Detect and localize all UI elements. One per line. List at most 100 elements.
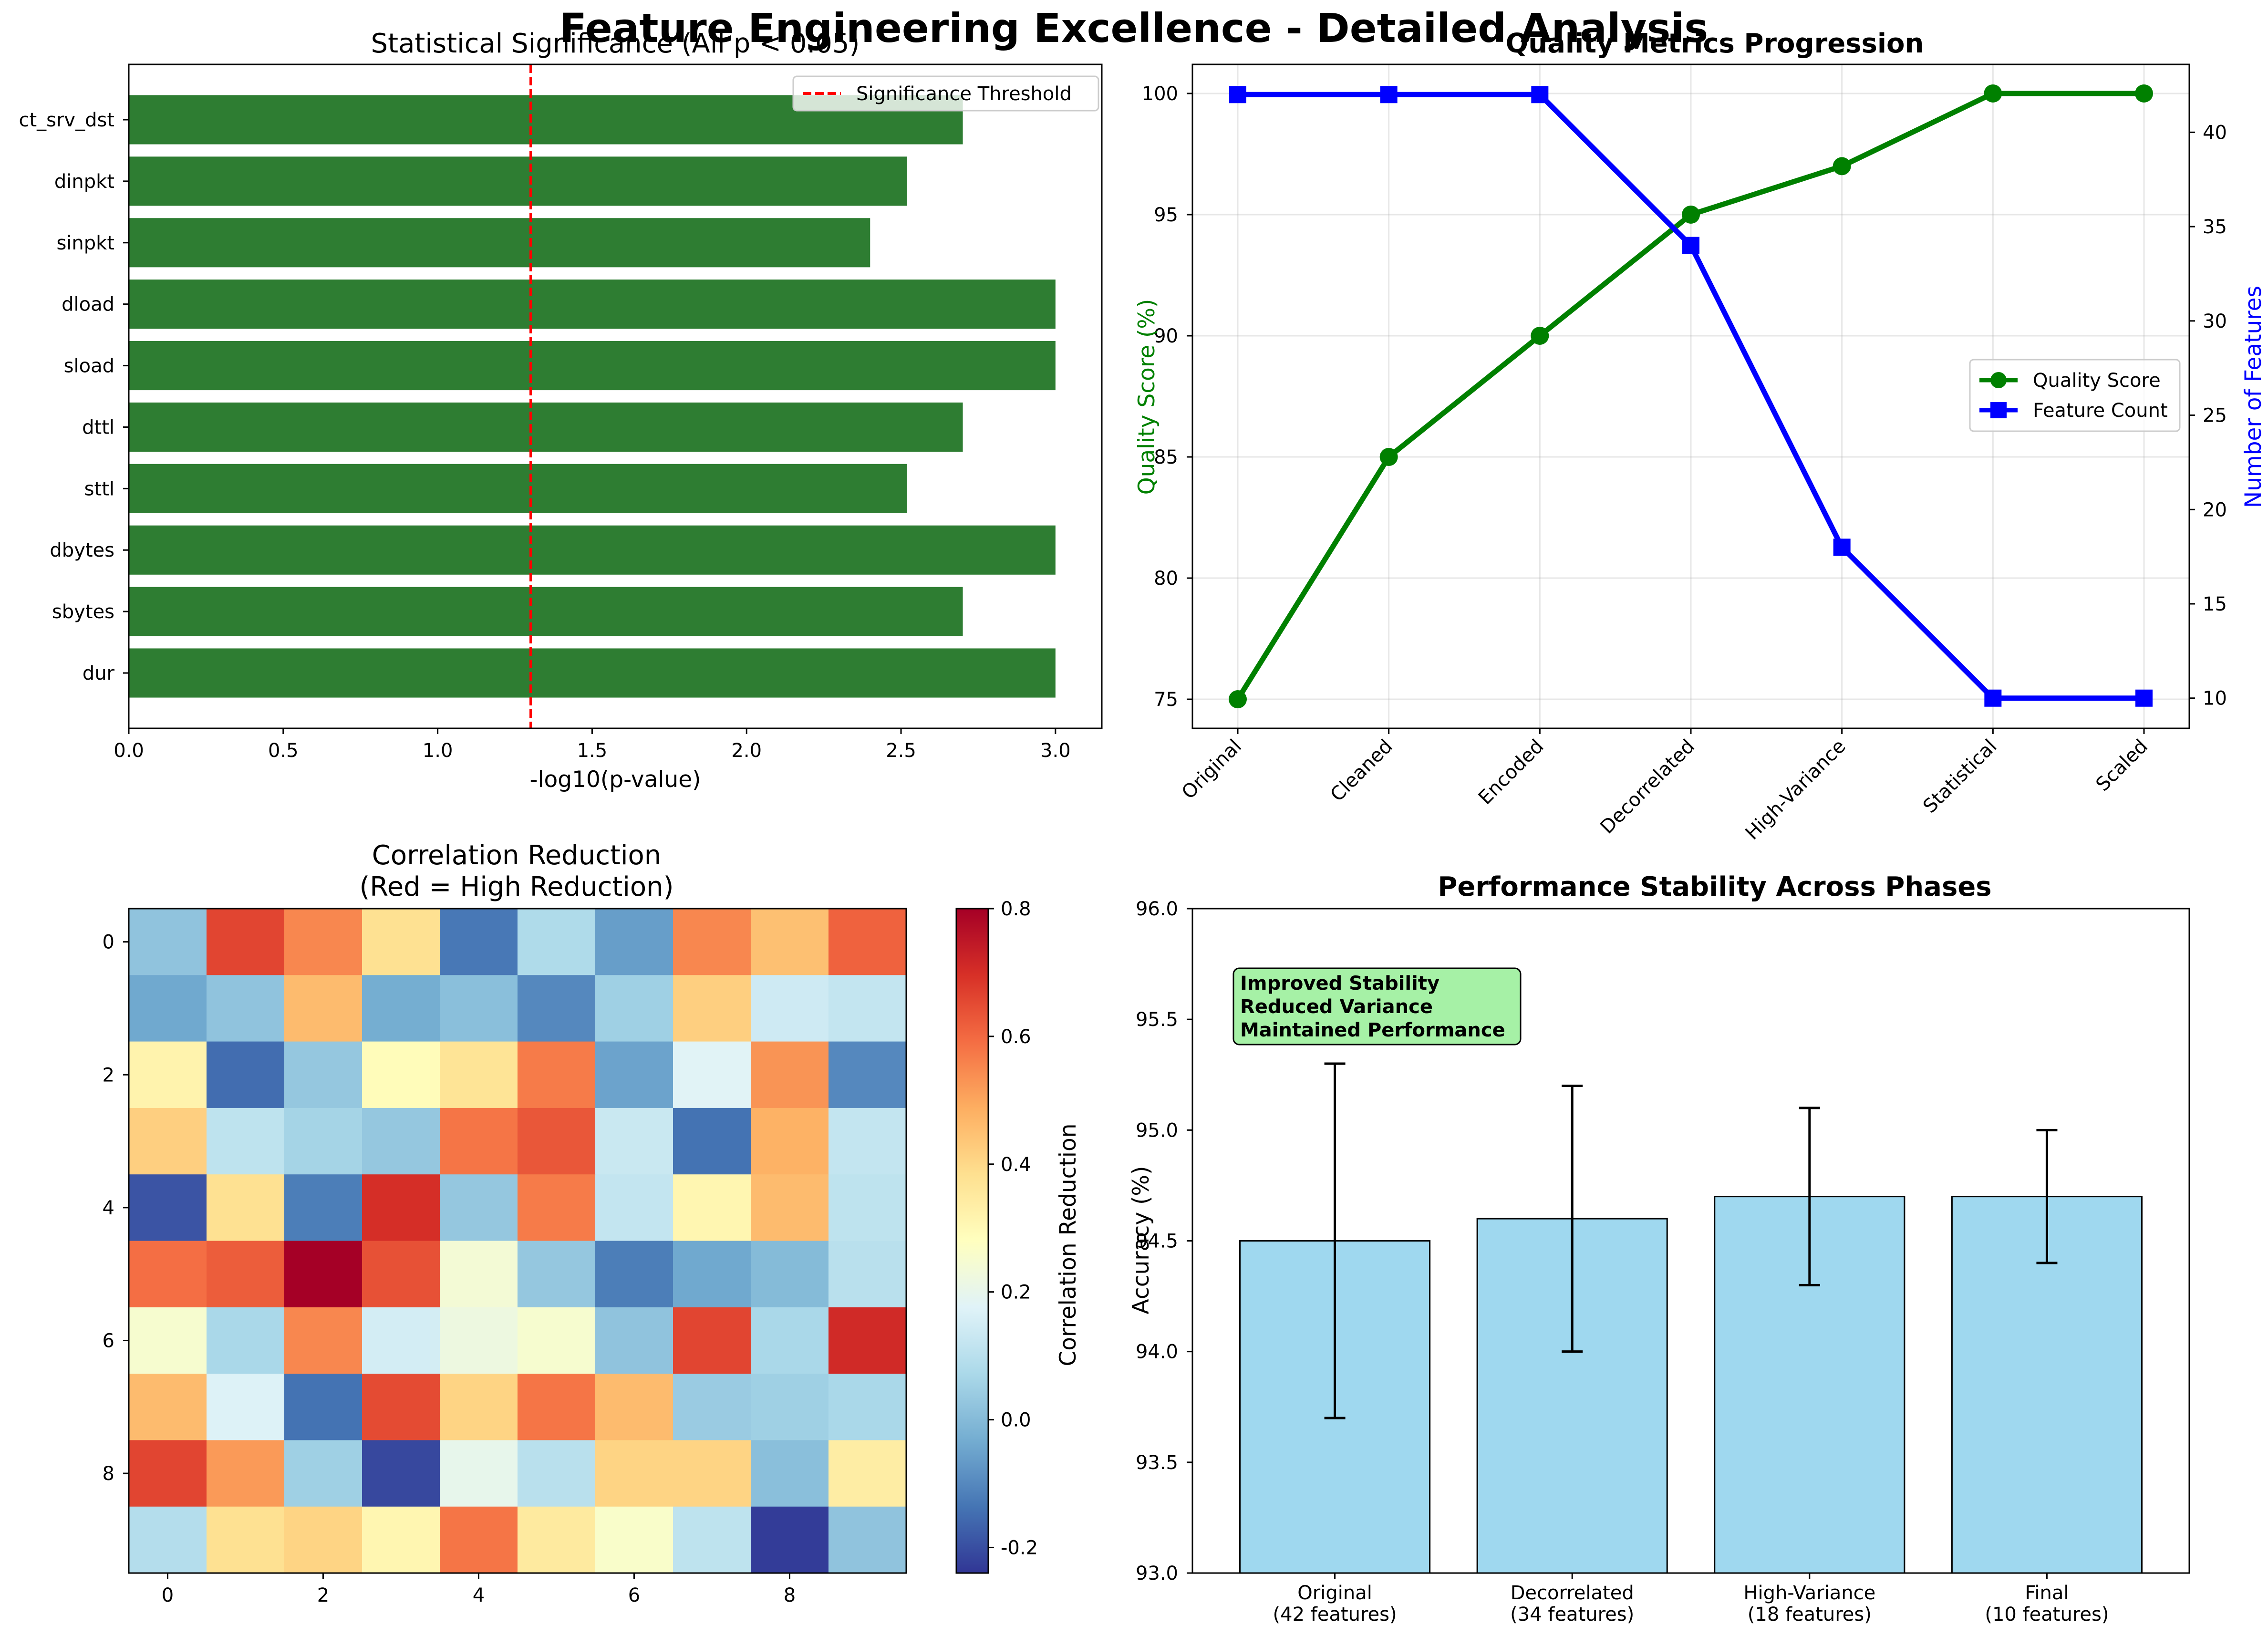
feature-count-point <box>1833 538 1851 556</box>
significance-x-axis-label: -log10(p-value) <box>530 766 701 793</box>
heatmap-x-tick-label: 4 <box>473 1584 485 1606</box>
heatmap-cell <box>595 1506 673 1574</box>
colorbar-label: Correlation Reduction <box>1055 1123 1081 1366</box>
significance-title: Statistical Significance (All p < 0.05) <box>371 28 860 59</box>
quality-right-y-tick-label: 25 <box>2203 405 2227 427</box>
heatmap-cell <box>284 1506 362 1574</box>
heatmap-cell <box>284 1041 362 1108</box>
heatmap-cell <box>518 1440 596 1507</box>
heatmap-cell <box>595 975 673 1042</box>
heatmap-cell <box>518 975 596 1042</box>
heatmap-cell <box>595 1241 673 1308</box>
legend-frame <box>792 75 1099 112</box>
colorbar-tick-label: 0.6 <box>1001 1026 1031 1048</box>
significance-bar <box>129 280 1056 329</box>
heatmap-x-tick-label: 8 <box>784 1584 796 1606</box>
heatmap-cell <box>828 1506 907 1574</box>
heatmap-cell <box>362 1374 440 1440</box>
heatmap-cell <box>362 975 440 1042</box>
stability-y-tick-label: 94.0 <box>1136 1341 1178 1363</box>
quality-right-y-axis-label: Number of Features <box>2240 286 2267 508</box>
heatmap-cell <box>595 1440 673 1507</box>
significance-y-tick-label: dload <box>62 294 114 316</box>
heatmap-cell <box>129 1374 207 1440</box>
heatmap-cell <box>828 1108 907 1175</box>
heatmap-cell <box>129 1108 207 1175</box>
heatmap-cell <box>595 1307 673 1374</box>
quality-title: Quality Metrics Progression <box>1506 28 1924 59</box>
colorbar-tick-label: 0.0 <box>1001 1409 1031 1431</box>
heatmap-cell <box>284 975 362 1042</box>
heatmap-cell <box>518 1041 596 1108</box>
significance-bar <box>129 648 1056 698</box>
heatmap-cell <box>129 1174 207 1241</box>
heatmap-cell <box>207 1108 285 1175</box>
significance-x-tick-label: 2.0 <box>731 740 762 762</box>
stability-x-tick-label: High-Variance <box>1743 1582 1875 1604</box>
heatmap-cell <box>751 909 829 975</box>
heatmap-cell <box>284 1307 362 1374</box>
heatmap-cell <box>129 1440 207 1507</box>
heatmap-cell <box>284 909 362 975</box>
significance-panel: Statistical Significance (All p < 0.05) … <box>19 28 1103 793</box>
annotation-line-1: Improved Stability <box>1240 973 1440 994</box>
figure-title: Feature Engineering Excellence - Detaile… <box>559 5 1709 52</box>
quality-right-y-tick-label: 15 <box>2203 593 2227 615</box>
heatmap-cell <box>751 1174 829 1241</box>
heatmap-cell <box>362 1041 440 1108</box>
heatmap-cell <box>673 1440 751 1507</box>
heatmap-cell <box>362 1307 440 1374</box>
heatmap-colorbar: -0.2 0.0 0.2 0.4 0.6 0.8 <box>955 898 1038 1574</box>
heatmap-cell <box>284 1174 362 1241</box>
stability-plot-area: Original(42 features) Decorrelated(34 fea… <box>1136 898 2190 1626</box>
annotation-box <box>1232 967 1522 1046</box>
significance-x-tick-label: 1.0 <box>423 740 453 762</box>
stability-panel: Performance Stability Across Phases Orig… <box>1128 871 2190 1626</box>
stability-title: Performance Stability Across Phases <box>1438 871 1991 902</box>
feature-count-point <box>1229 86 1246 104</box>
heatmap-cell <box>518 1241 596 1308</box>
heatmap-cell <box>207 1374 285 1440</box>
heatmap-cell <box>207 975 285 1042</box>
heatmap-cell <box>440 1108 518 1175</box>
heatmap-cell <box>440 975 518 1042</box>
significance-y-tick-label: sinpkt <box>56 232 114 254</box>
heatmap-cell <box>595 1041 673 1108</box>
quality-left-y-tick-label: 90 <box>1154 325 1178 347</box>
heatmap-cell <box>595 1174 673 1241</box>
heatmap-cell <box>751 1108 829 1175</box>
significance-y-tick-label: dinpkt <box>54 171 114 193</box>
stability-y-tick-label: 95.0 <box>1136 1119 1178 1141</box>
feature-count-point <box>1682 237 1699 254</box>
heatmap-cell <box>673 1506 751 1574</box>
heatmap-cell <box>595 1374 673 1440</box>
significance-y-tick-label: sbytes <box>52 601 114 623</box>
heatmap-cell <box>828 1174 907 1241</box>
quality-left-y-tick-label: 80 <box>1154 568 1178 590</box>
heatmap-cell <box>518 1174 596 1241</box>
stability-x-tick-label: Original <box>1297 1582 1372 1604</box>
heatmap-x-tick-label: 0 <box>162 1584 174 1606</box>
heatmap-cell <box>207 1506 285 1574</box>
quality-left-y-axis-label: Quality Score (%) <box>1134 299 1160 495</box>
heatmap-cell <box>751 1506 829 1574</box>
heatmap-cell <box>751 975 829 1042</box>
significance-x-tick-label: 2.5 <box>886 740 916 762</box>
heatmap-cell <box>129 975 207 1042</box>
heatmap-cell <box>129 1241 207 1308</box>
heatmap-cell <box>673 1174 751 1241</box>
heatmap-cell <box>673 1108 751 1175</box>
heatmap-cell <box>362 1440 440 1507</box>
heatmap-cell <box>828 1307 907 1374</box>
heatmap-cell <box>440 1440 518 1507</box>
legend-threshold-label: Significance Threshold <box>856 83 1072 105</box>
quality-right-y-tick-label: 40 <box>2203 122 2227 144</box>
quality-right-y-tick-label: 10 <box>2203 688 2227 710</box>
annotation-line-3: Maintained Performance <box>1240 1019 1505 1041</box>
significance-bar <box>129 218 870 268</box>
heatmap-x-tick-label: 2 <box>317 1584 329 1606</box>
heatmap-cell <box>673 1374 751 1440</box>
heatmap-cell <box>284 1108 362 1175</box>
heatmap-y-tick-label: 0 <box>103 932 114 953</box>
stability-y-axis-label: Accuracy (%) <box>1128 1166 1154 1315</box>
